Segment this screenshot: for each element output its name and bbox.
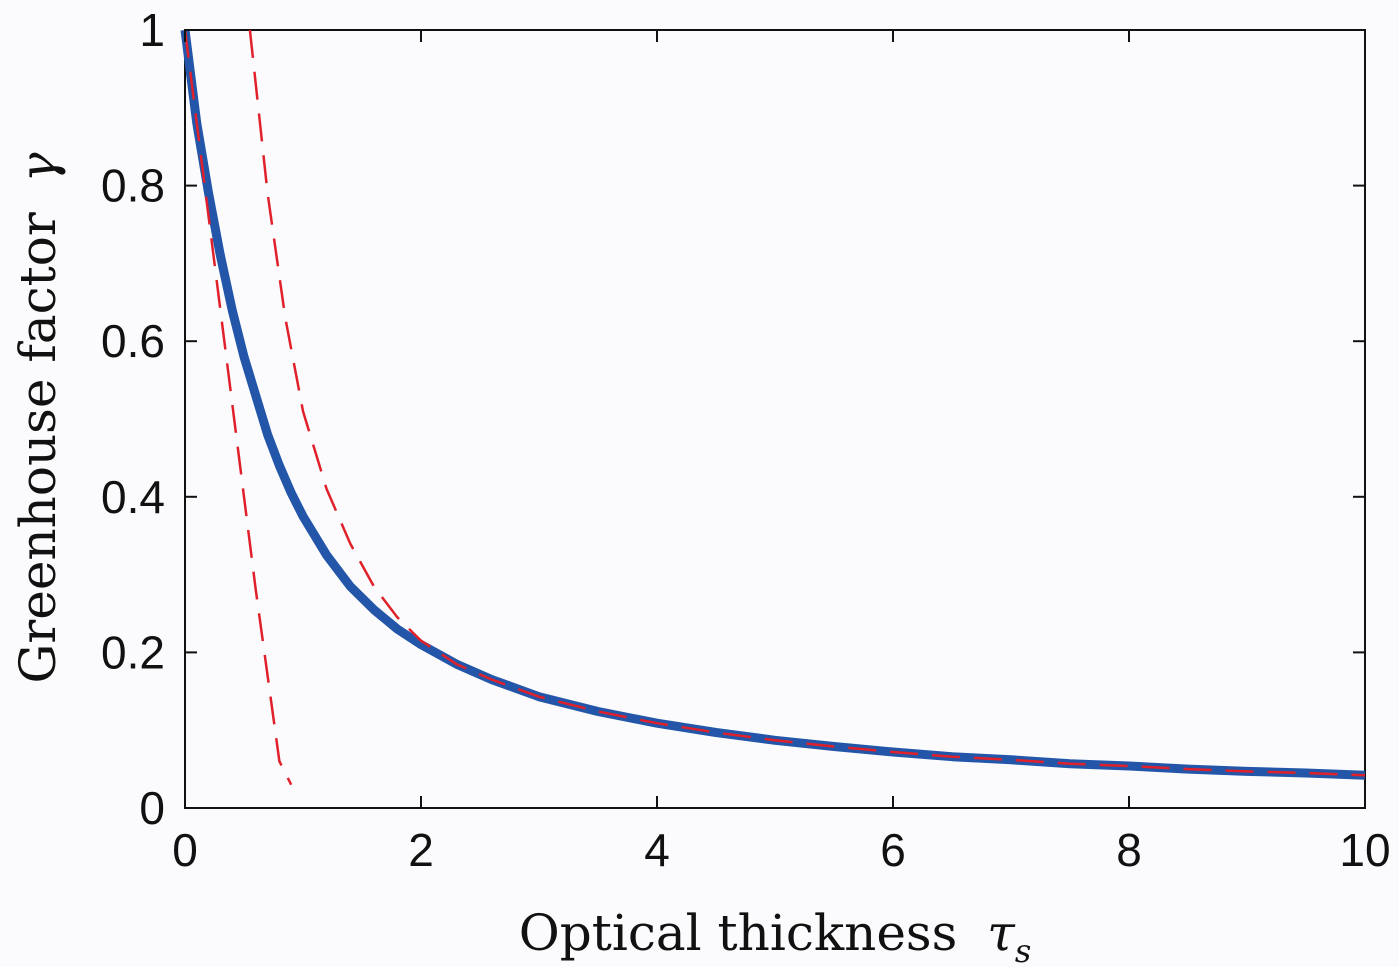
x-tick-label: 8	[1116, 824, 1142, 876]
y-axis-title: Greenhouse factor γ	[9, 152, 67, 683]
plot-border	[184, 29, 1366, 809]
x-axis-symbol: τ	[987, 904, 1016, 962]
y-axis-title-text: Greenhouse factor	[9, 212, 67, 683]
x-axis-subscript: s	[1015, 932, 1031, 967]
x-axis-title: Optical thickness τs	[519, 904, 1031, 967]
x-tick-label: 10	[1339, 824, 1390, 876]
series-line-solid	[180, 29, 1366, 780]
series-layer	[180, 29, 1366, 786]
series-line-dashed-1	[183, 29, 293, 786]
y-tick-label: 0.4	[101, 471, 165, 523]
y-tick-label: 0	[139, 782, 165, 834]
y-tick-label: 0.8	[101, 160, 165, 212]
y-tick-label: 1	[139, 4, 165, 56]
y-axis-symbol: γ	[9, 152, 67, 182]
ticks-layer: 0 2 4 6 8 10 0 0.2 0.4 0.6 0.8 1	[101, 4, 1391, 876]
x-tick-label: 4	[644, 824, 670, 876]
y-tick-label: 0.6	[101, 315, 165, 367]
x-tick-label: 6	[880, 824, 906, 876]
x-tick-label: 0	[172, 824, 198, 876]
plot-frame	[184, 29, 1366, 809]
series-line-dashed-2	[248, 29, 1366, 777]
x-tick-label: 2	[408, 824, 434, 876]
y-tick-label: 0.2	[101, 626, 165, 678]
x-axis-title-text: Optical thickness	[519, 904, 957, 962]
